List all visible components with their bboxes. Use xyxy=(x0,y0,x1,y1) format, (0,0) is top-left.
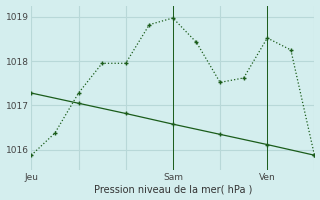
X-axis label: Pression niveau de la mer( hPa ): Pression niveau de la mer( hPa ) xyxy=(94,184,252,194)
